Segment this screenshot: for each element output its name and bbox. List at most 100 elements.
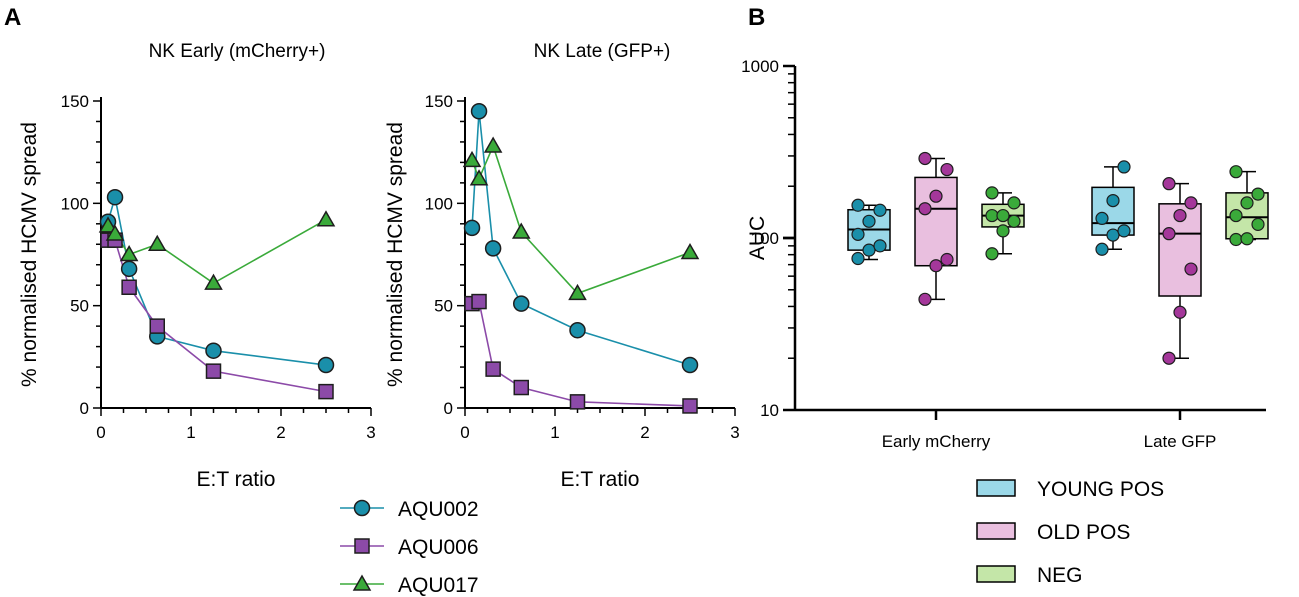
- legend-marker-square-icon: [354, 538, 370, 554]
- data-point-aqu017: [680, 242, 700, 260]
- data-point-aqu006: [318, 383, 334, 400]
- y-tick-label: 100: [751, 229, 779, 248]
- box-point: [1095, 242, 1109, 256]
- x-tick-label: 1: [550, 423, 559, 442]
- box-point: [929, 259, 943, 273]
- box-point: [862, 214, 876, 228]
- panel-label-b: B: [748, 4, 765, 31]
- data-point-aqu017: [469, 169, 489, 186]
- legend-label: AQU017: [398, 574, 479, 597]
- data-point-aqu017: [119, 244, 139, 262]
- x-tick-label: 2: [276, 423, 285, 442]
- category-label: Late GFP: [1144, 432, 1217, 451]
- legend-item-neg: NEG: [976, 564, 1083, 587]
- legend-donors: AQU002 AQU006 AQU017: [340, 498, 479, 597]
- legend-label: YOUNG POS: [1037, 478, 1164, 501]
- box-point: [1106, 228, 1120, 242]
- y-tick-label: 0: [80, 399, 89, 418]
- y-tick-label: 100: [425, 194, 453, 213]
- box-point: [1117, 224, 1131, 238]
- box-point: [1240, 232, 1254, 246]
- data-point-aqu017: [147, 234, 167, 252]
- legend-swatch: [976, 522, 1016, 540]
- box-old-pos-early-mcherry: [914, 151, 958, 306]
- data-point-aqu017: [511, 222, 531, 239]
- box-point: [1173, 305, 1187, 319]
- y-axis-label: % normalised HCMV spread: [18, 122, 41, 387]
- legend-marker-triangle-icon: [352, 574, 372, 591]
- box-point: [1251, 187, 1265, 201]
- series-line-aqu002: [471, 111, 691, 366]
- y-tick-label: 0: [444, 399, 453, 418]
- data-point-aqu006: [121, 279, 137, 295]
- box-point: [1229, 208, 1243, 223]
- box-neg-early-mcherry: [981, 186, 1025, 261]
- box-neg-late-gfp: [1225, 165, 1269, 247]
- legend-item-aqu017: AQU017: [340, 574, 479, 597]
- chart-nk-late: NK Late (GFP+) 0 50 100 150 0 1 2 3 % normalised …: [384, 41, 740, 491]
- category-label: Early mCherry: [882, 432, 991, 451]
- data-point-aqu002: [106, 188, 124, 206]
- y-tick-label: 10: [760, 401, 779, 420]
- box-point: [1162, 227, 1176, 241]
- box-point: [918, 202, 932, 216]
- box-point: [940, 162, 954, 177]
- legend-item-aqu002: AQU002: [340, 498, 479, 521]
- box-point: [996, 224, 1010, 238]
- x-tick-label: 3: [730, 423, 739, 442]
- box-old-pos-late-gfp: [1158, 177, 1202, 365]
- data-point-aqu017: [483, 136, 503, 153]
- box-young-pos-late-gfp: [1091, 160, 1135, 256]
- data-point-aqu006: [513, 379, 529, 396]
- data-point-aqu017: [568, 283, 587, 301]
- data-point-aqu017: [462, 150, 482, 168]
- legend-label: AQU006: [398, 536, 479, 559]
- data-point-aqu002: [120, 260, 138, 278]
- y-tick-label: 150: [425, 92, 453, 111]
- box-point: [1251, 217, 1265, 231]
- box-point: [940, 252, 954, 267]
- data-point-aqu017: [204, 273, 223, 290]
- box-point: [996, 208, 1010, 223]
- data-point-aqu002: [484, 240, 502, 257]
- data-point-aqu006: [682, 398, 698, 414]
- box-point: [918, 292, 932, 306]
- chart-nk-early: NK Early (mCherry+) 0 50 100 150 0 1 2 3 % normal…: [18, 41, 376, 491]
- box-young-pos-early-mcherry: [847, 198, 891, 266]
- box-point: [851, 251, 865, 266]
- x-tick-label: 0: [96, 423, 105, 442]
- box-point: [1173, 208, 1187, 223]
- data-point-aqu017: [316, 210, 336, 227]
- box-point: [1162, 177, 1176, 191]
- box-point: [1229, 232, 1243, 247]
- x-tick-label: 0: [460, 423, 469, 442]
- x-axis-label: E:T ratio: [197, 468, 276, 491]
- legend-groups: YOUNG POS OLD POS NEG: [976, 478, 1164, 587]
- box-point: [851, 227, 865, 241]
- box-point: [1117, 160, 1131, 174]
- box-point: [1184, 262, 1198, 276]
- data-point-aqu006: [485, 361, 501, 377]
- data-point-aqu002: [317, 356, 335, 374]
- box-point: [873, 203, 887, 217]
- box-point: [985, 247, 999, 261]
- box-point: [862, 243, 876, 257]
- legend-label: OLD POS: [1037, 521, 1130, 544]
- data-point-aqu006: [569, 394, 586, 410]
- legend-swatch: [976, 479, 1016, 497]
- box-point: [1162, 351, 1176, 365]
- panel-label-a: A: [4, 4, 21, 31]
- legend-label: NEG: [1037, 564, 1083, 587]
- chart-title: NK Late (GFP+): [534, 41, 671, 62]
- y-tick-label: 50: [434, 297, 453, 316]
- legend-label: AQU002: [398, 498, 479, 521]
- box-point: [929, 189, 943, 203]
- box-point: [1184, 196, 1198, 210]
- box-point: [873, 239, 887, 253]
- y-axis-label: % normalised HCMV spread: [384, 122, 407, 387]
- box-point: [985, 208, 999, 223]
- box-point: [1229, 165, 1243, 179]
- box-point: [1095, 211, 1109, 226]
- legend-item-aqu006: AQU006: [340, 536, 479, 559]
